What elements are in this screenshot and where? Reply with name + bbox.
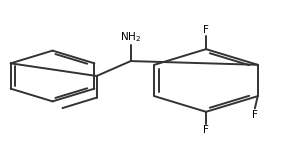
Text: NH$_2$: NH$_2$ — [120, 30, 141, 44]
Text: F: F — [203, 25, 209, 35]
Text: F: F — [252, 110, 258, 120]
Text: F: F — [203, 125, 209, 135]
